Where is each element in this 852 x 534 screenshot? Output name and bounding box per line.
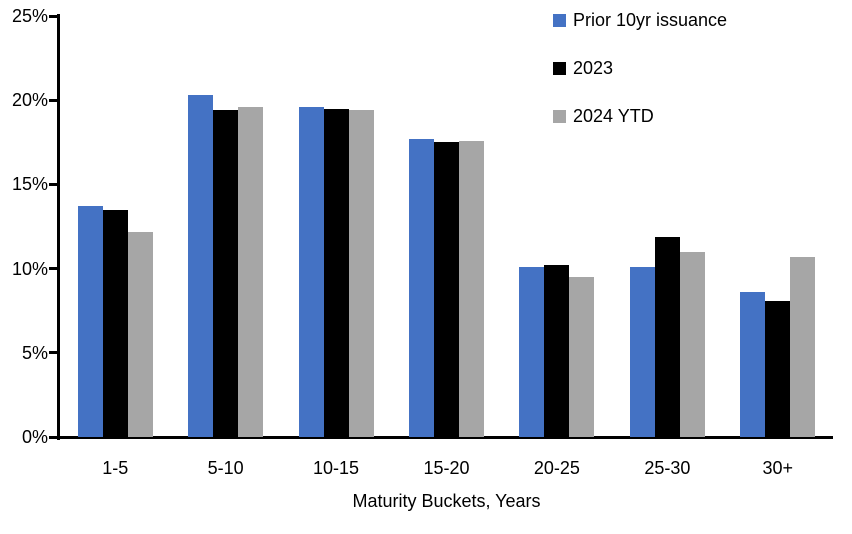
bar-2024-ytd-15-20 [459,140,484,437]
y-tick-mark-5 [49,351,57,355]
x-tick-label-20-25: 20-25 [533,458,580,478]
bar-2024-ytd-10-15 [348,110,374,437]
legend-label-2023: 2023 [573,58,614,78]
x-tick-label-15-20: 15-20 [423,458,470,478]
chart-legend: Prior 10yr issuance 2023 2024 YTD [553,10,727,127]
bar-2023-10-15 [323,108,349,437]
bar-2023-5-10 [213,110,239,437]
bar-2023-20-25 [544,265,570,437]
legend-swatch-prior-10yr-issuance [553,14,566,27]
bar-2024-ytd-25-30 [679,251,705,437]
y-tick-mark-25 [49,14,57,18]
legend-item-prior-10yr-issuance: Prior 10yr issuance [553,10,727,31]
y-axis-line [57,14,60,440]
x-tick-label-10-15: 10-15 [313,458,360,478]
y-tick-mark-10 [49,267,57,271]
y-tick-label-10: 10% [11,258,48,279]
y-tick-label-20: 20% [11,90,48,111]
y-tick-mark-0 [49,435,57,439]
bar-prior-10yr-issuance-1-5 [77,206,103,437]
y-tick-label-5: 5% [21,342,48,363]
legend-item-2023: 2023 [553,58,727,79]
y-tick-mark-15 [49,182,57,186]
x-tick-label-25-30: 25-30 [644,458,691,478]
x-tick-label-5-10: 5-10 [207,458,244,478]
x-tick-label-30: 30+ [762,458,794,478]
legend-item-2024-ytd: 2024 YTD [553,106,727,127]
bar-prior-10yr-issuance-25-30 [629,266,655,437]
y-tick-label-25: 25% [11,6,48,26]
bar-2024-ytd-5-10 [238,106,264,437]
bar-2023-1-5 [102,209,128,437]
y-tick-mark-20 [49,98,57,102]
bar-2024-ytd-1-5 [127,231,153,437]
bar-2023-15-20 [434,142,459,437]
bar-prior-10yr-issuance-10-15 [298,106,324,437]
x-axis-title: Maturity Buckets, Years [352,491,541,511]
bar-prior-10yr-issuance-20-25 [519,266,545,437]
bar-2023-30 [765,300,791,437]
legend-swatch-2023 [553,62,566,75]
legend-label-2024-ytd: 2024 YTD [573,106,654,126]
y-tick-label-0: 0% [21,427,48,447]
bar-2024-ytd-30 [790,256,816,437]
legend-label-prior-10yr-issuance: Prior 10yr issuance [573,10,728,30]
bar-2023-25-30 [654,236,680,437]
x-axis-line [57,436,833,439]
y-tick-label-15: 15% [11,174,48,195]
x-tick-label-1-5: 1-5 [102,458,129,478]
legend-swatch-2024-ytd [553,110,566,123]
bar-prior-10yr-issuance-5-10 [188,95,214,437]
bar-prior-10yr-issuance-15-20 [409,138,434,437]
bar-2024-ytd-20-25 [569,277,595,437]
bar-prior-10yr-issuance-30 [740,292,766,437]
